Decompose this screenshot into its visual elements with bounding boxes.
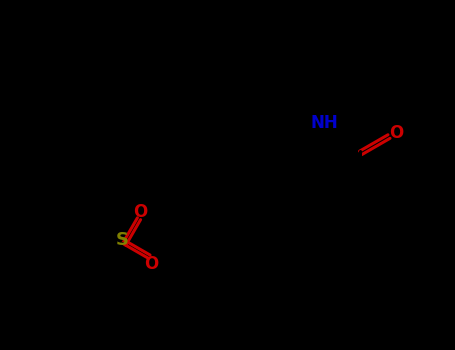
Text: O: O bbox=[144, 255, 158, 273]
Text: S: S bbox=[116, 231, 129, 249]
Text: NH: NH bbox=[311, 114, 339, 132]
Text: O: O bbox=[133, 203, 148, 221]
Text: O: O bbox=[389, 124, 403, 141]
